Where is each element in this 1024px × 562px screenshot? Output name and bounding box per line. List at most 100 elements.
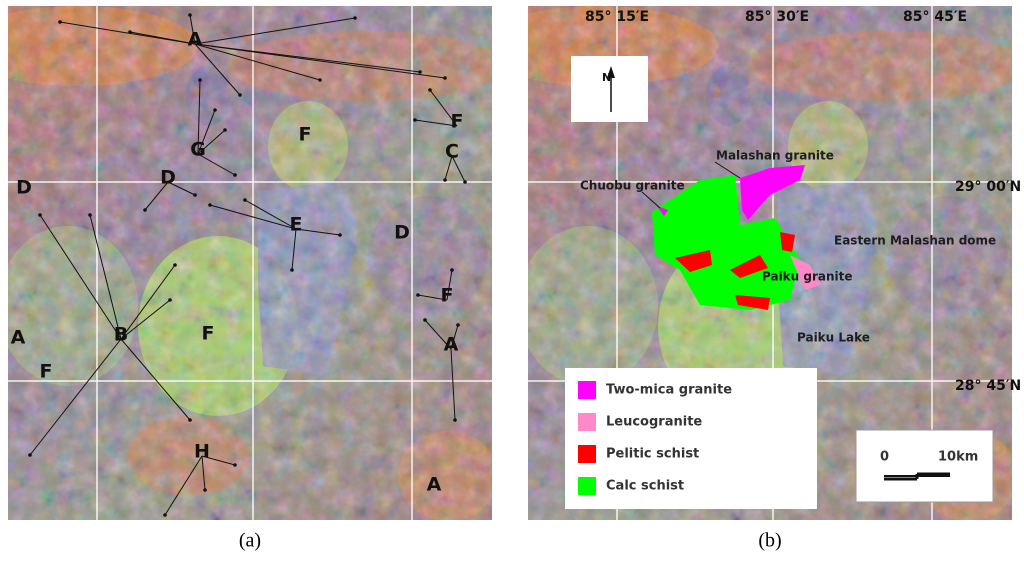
coordinate-label: 29° 00′N: [955, 179, 1021, 195]
geology-unit: [780, 232, 795, 252]
legend-label: Leucogranite: [606, 415, 702, 430]
arrow-tip: [28, 453, 32, 457]
arrow-line: [295, 228, 341, 236]
legend-swatch: [578, 413, 596, 431]
arrow-tip: [463, 180, 467, 184]
arrow-line: [450, 348, 456, 421]
area-letter: D: [394, 222, 410, 244]
area-letter: F: [202, 323, 215, 345]
geology-unit: [790, 255, 820, 290]
geology-unit: [735, 295, 770, 310]
arrow-line: [194, 17, 356, 45]
geology-unit: [740, 165, 805, 220]
geology-unit: [657, 206, 668, 216]
north-label: N: [602, 71, 611, 84]
arrow-line: [417, 294, 448, 301]
arrow-line: [429, 89, 458, 127]
arrow-line: [291, 228, 297, 271]
place-label: Eastern Malashan dome: [834, 234, 996, 248]
arrow-tip: [173, 263, 177, 267]
arrow-tip: [453, 418, 457, 422]
arrow-tip: [223, 128, 227, 132]
arrow-tip: [188, 13, 192, 17]
legend-label: Pelitic schist: [606, 447, 699, 462]
arrow-tip: [353, 16, 357, 20]
arrow-line: [446, 269, 453, 301]
coordinate-label: 85° 45′E: [903, 9, 967, 25]
arrow-line: [39, 214, 122, 340]
area-letter: C: [445, 141, 459, 163]
arrow-tip: [213, 108, 217, 112]
area-letter: A: [188, 29, 203, 51]
arrow-tip: [443, 178, 447, 182]
arrow-tip: [208, 203, 212, 207]
arrow-line: [129, 31, 196, 45]
arrow-tip: [143, 208, 147, 212]
area-letter: A: [427, 474, 442, 496]
area-letter: B: [114, 324, 128, 346]
arrow-tip: [188, 418, 192, 422]
area-letter: E: [290, 214, 303, 236]
arrow-line: [209, 204, 297, 230]
legend-swatch: [578, 381, 596, 399]
area-letter: D: [160, 167, 176, 189]
coordinate-label: 28° 45′N: [955, 378, 1021, 394]
arrow-line: [414, 119, 458, 127]
arrow-line: [201, 455, 206, 491]
geology-unit: [730, 255, 768, 278]
area-letter: F: [441, 285, 454, 307]
arrow-line: [194, 43, 421, 73]
area-letter: A: [11, 327, 26, 349]
geology-units: [652, 165, 820, 310]
area-letter: D: [16, 177, 32, 199]
arrow-tip: [193, 193, 197, 197]
area-letter: F: [451, 111, 464, 133]
arrow-line: [194, 43, 241, 96]
arrow-line: [424, 319, 452, 350]
arrow-line: [144, 181, 169, 211]
north-box: [571, 56, 648, 122]
arrow-line: [120, 299, 171, 340]
arrow-tip: [163, 513, 167, 517]
arrow-tip: [128, 30, 132, 34]
area-letter: A: [444, 334, 459, 356]
area-letter: G: [190, 139, 206, 161]
arrow-tip: [413, 118, 417, 122]
arrow-tip: [290, 268, 294, 272]
geology-unit: [652, 175, 800, 310]
arrow-tip: [198, 78, 202, 82]
arrow-line: [197, 109, 216, 155]
legend-label: Two-mica granite: [606, 383, 732, 398]
arrow-line: [451, 155, 466, 183]
arrow-line: [164, 455, 203, 516]
area-letter: F: [299, 124, 312, 146]
scale-distance: 10km: [938, 450, 978, 465]
place-label: Malashan granite: [716, 149, 834, 163]
legend-box: [565, 368, 817, 509]
legend-label: Calc schist: [606, 479, 684, 494]
caption-a: (a): [239, 530, 261, 552]
arrow-line: [197, 129, 226, 155]
area-letter: F: [40, 361, 53, 383]
arrow-tip: [418, 70, 422, 74]
arrow-line: [444, 155, 453, 181]
arrow-tip: [233, 463, 237, 467]
arrow-tip: [38, 213, 42, 217]
legend-swatch: [578, 477, 596, 495]
arrow-tip: [338, 233, 342, 237]
leader-lines: [641, 161, 741, 209]
arrow-line: [201, 455, 236, 466]
arrow-tip: [58, 20, 62, 24]
area-letter: H: [194, 441, 210, 463]
arrow-line: [450, 324, 459, 350]
arrow-line: [29, 338, 122, 456]
arrow-tip: [233, 173, 237, 177]
arrow-tip: [243, 198, 247, 202]
arrow-tip: [168, 298, 172, 302]
coordinate-label: 85° 30′E: [745, 9, 809, 25]
place-label: Paiku Lake: [797, 331, 870, 345]
legend-swatch: [578, 445, 596, 463]
arrow-tip: [238, 93, 242, 97]
arrow-line: [89, 214, 122, 340]
